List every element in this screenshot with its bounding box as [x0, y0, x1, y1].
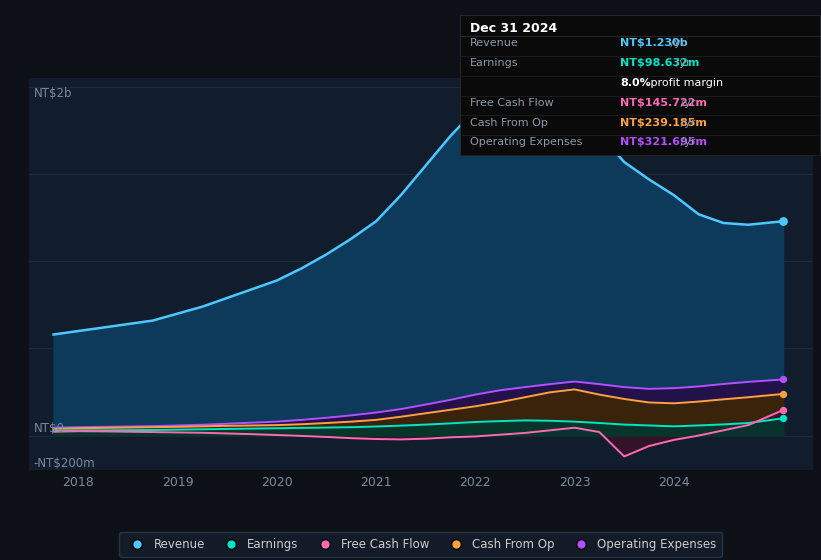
Text: 8.0%: 8.0% — [620, 78, 651, 88]
Point — [777, 217, 790, 226]
Point — [777, 414, 790, 423]
Legend: Revenue, Earnings, Free Cash Flow, Cash From Op, Operating Expenses: Revenue, Earnings, Free Cash Flow, Cash … — [119, 532, 722, 557]
Text: NT$1.230b: NT$1.230b — [620, 39, 688, 48]
Text: NT$2b: NT$2b — [34, 87, 72, 100]
Text: profit margin: profit margin — [647, 78, 723, 88]
Text: -NT$200m: -NT$200m — [34, 456, 95, 469]
Text: Dec 31 2024: Dec 31 2024 — [470, 22, 557, 35]
Text: /yr: /yr — [677, 137, 695, 147]
Text: NT$239.185m: NT$239.185m — [620, 118, 707, 128]
Text: Free Cash Flow: Free Cash Flow — [470, 98, 553, 108]
Text: NT$98.632m: NT$98.632m — [620, 58, 699, 68]
Text: Revenue: Revenue — [470, 39, 519, 48]
Point — [777, 405, 790, 414]
Text: /yr: /yr — [667, 39, 686, 48]
Text: /yr: /yr — [677, 118, 695, 128]
Text: NT$321.695m: NT$321.695m — [620, 137, 707, 147]
Point — [777, 389, 790, 398]
Text: Operating Expenses: Operating Expenses — [470, 137, 582, 147]
Text: Earnings: Earnings — [470, 58, 518, 68]
Text: /yr: /yr — [672, 58, 690, 68]
Text: /yr: /yr — [677, 98, 695, 108]
Text: NT$145.722m: NT$145.722m — [620, 98, 707, 108]
Point — [777, 375, 790, 384]
Text: Cash From Op: Cash From Op — [470, 118, 548, 128]
Text: NT$0: NT$0 — [34, 422, 65, 435]
